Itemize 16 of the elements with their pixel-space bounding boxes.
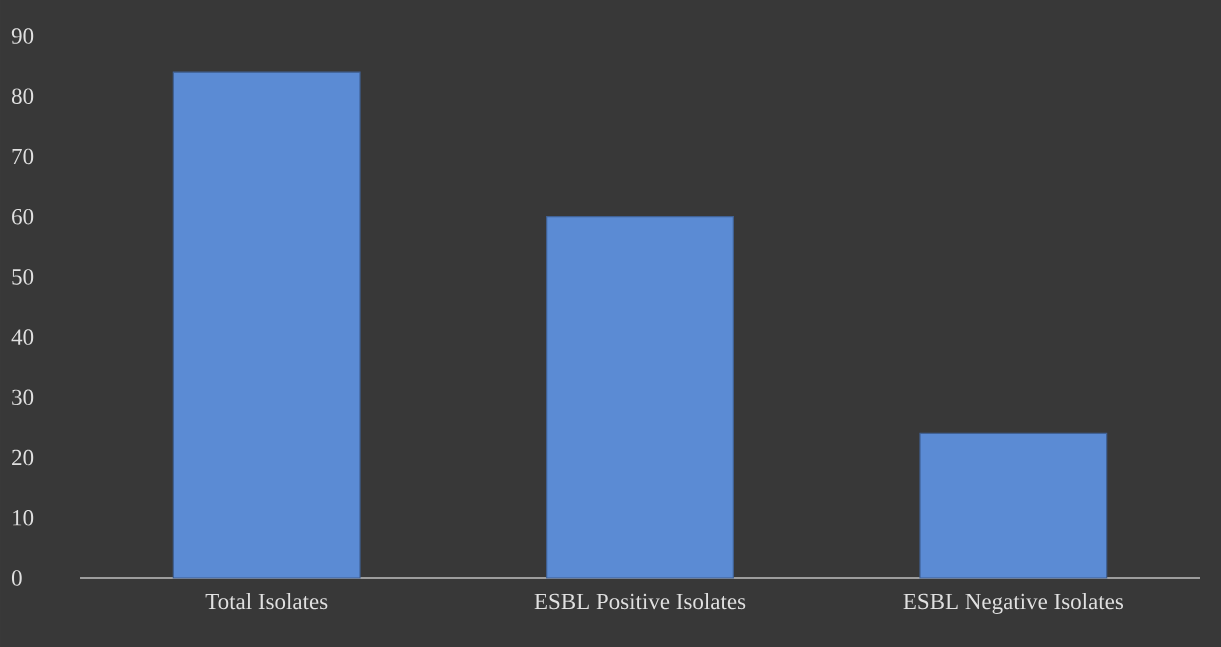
y-tick-label: 50 [12,269,34,285]
y-tick-label: 70 [12,148,34,165]
y-tick-label: 0 [11,570,22,586]
bar [172,71,361,579]
x-tick-label: ESBL Positive Isolates [534,593,746,610]
y-tick-label: 40 [11,329,34,345]
x-tick-label: Total Isolates [205,593,328,610]
bar [546,216,734,579]
x-tick-label: ESBL Negative Isolates [903,593,1124,614]
bar [919,432,1108,579]
y-tick-label: 30 [12,389,34,406]
y-tick-label: 90 [11,28,34,44]
y-tick-label: 80 [11,88,34,104]
y-tick-label: 10 [13,510,34,526]
y-tick-label: 20 [12,449,34,466]
y-tick-label: 60 [12,208,34,225]
